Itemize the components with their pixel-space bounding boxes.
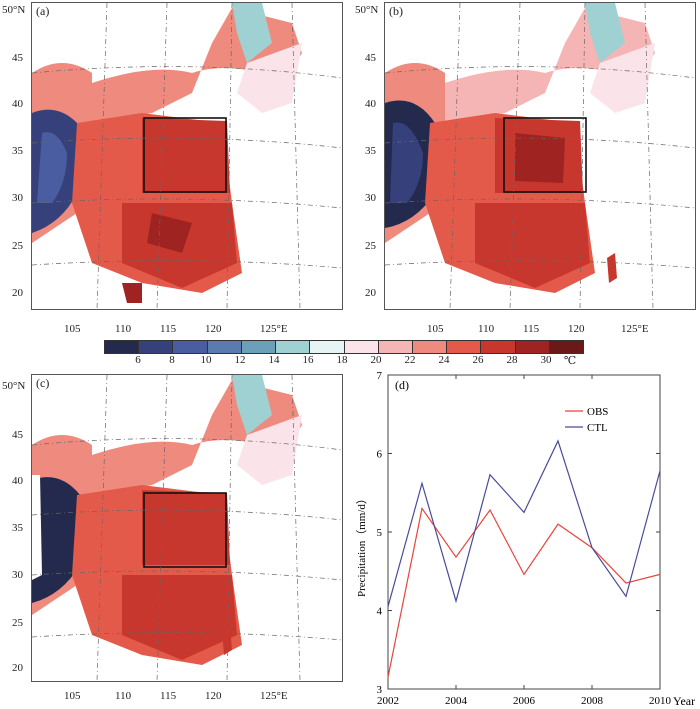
lat-tick-45: 45 xyxy=(12,429,23,441)
lat-tick-20: 20 xyxy=(12,287,23,299)
lon-tick-125: 125°E xyxy=(260,690,288,702)
y-tick-label: 6 xyxy=(377,449,383,461)
lon-tick-110: 110 xyxy=(115,690,132,702)
panel-label-c: (c) xyxy=(36,376,50,390)
lat-tick-50: 50°N xyxy=(355,4,379,16)
lon-tick-120: 120 xyxy=(205,690,222,702)
lat-tick-45: 45 xyxy=(12,52,23,64)
lat-tick-50: 50°N xyxy=(2,380,26,392)
temperature-map-b xyxy=(385,3,695,309)
lat-tick-25: 25 xyxy=(12,617,23,629)
colorbar-tick: 10 xyxy=(200,354,212,366)
lat-tick-35: 35 xyxy=(365,145,376,157)
lon-tick-115: 115 xyxy=(523,323,540,335)
lon-tick-125: 125°E xyxy=(260,323,288,335)
x-tick-label: 2008 xyxy=(581,695,604,707)
y-tick-label: 4 xyxy=(377,606,383,618)
chart-xlabel: Year xyxy=(673,694,695,708)
lon-tick-105: 105 xyxy=(427,323,444,335)
colorbar-swatch xyxy=(481,341,516,353)
colorbar-swatch xyxy=(139,341,174,353)
colorbar-tick: 26 xyxy=(472,354,484,366)
lon-tick-125: 125°E xyxy=(621,323,649,335)
map-frame-a xyxy=(31,2,343,310)
x-tick-label: 2004 xyxy=(445,695,468,707)
colorbar-tick: 20 xyxy=(370,354,382,366)
lat-tick-40: 40 xyxy=(12,475,23,487)
lat-tick-30: 30 xyxy=(365,192,376,204)
colorbar-tick: 16 xyxy=(302,354,314,366)
colorbar-swatch xyxy=(241,341,277,353)
colorbar-swatch xyxy=(207,341,242,353)
y-tick-label: 3 xyxy=(377,684,383,696)
lon-tick-110: 110 xyxy=(478,323,495,335)
map-panel-c: (c) 50°N 45 40 35 30 25 20 105 110 115 1… xyxy=(0,372,345,709)
lon-tick-105: 105 xyxy=(64,690,81,702)
lat-tick-35: 35 xyxy=(12,522,23,534)
lat-tick-40: 40 xyxy=(12,98,23,110)
colorbar-swatch xyxy=(310,341,345,353)
lon-tick-120: 120 xyxy=(568,323,585,335)
x-tick-label: 2006 xyxy=(513,695,536,707)
colorbar-swatch xyxy=(447,341,482,353)
chart-plot-area xyxy=(387,374,661,690)
colorbar-swatch xyxy=(515,341,550,353)
map-panel-a: (a) 50°N 45 40 35 30 25 20 105 110 115 1… xyxy=(0,0,345,340)
lon-tick-120: 120 xyxy=(205,323,222,335)
chart-panel-label: (d) xyxy=(395,378,409,392)
colorbar-tick: 14 xyxy=(268,354,280,366)
colorbar-swatch xyxy=(549,341,584,353)
y-tick-label: 5 xyxy=(377,527,383,539)
map-frame-b xyxy=(384,2,696,310)
legend-label-ctl: CTL xyxy=(587,422,608,434)
colorbar-tick: 30 xyxy=(540,354,552,366)
lat-tick-25: 25 xyxy=(365,240,376,252)
colorbar-swatch xyxy=(344,341,379,353)
temperature-map-c xyxy=(32,375,342,681)
colorbar-tick: 22 xyxy=(404,354,416,366)
x-tick-label: 2010 xyxy=(649,695,672,707)
lon-tick-105: 105 xyxy=(64,323,81,335)
lat-tick-50: 50°N xyxy=(2,4,26,16)
lat-tick-30: 30 xyxy=(12,192,23,204)
colorbar-tick: 18 xyxy=(336,354,348,366)
colorbar-tick: 24 xyxy=(438,354,450,366)
panel-label-a: (a) xyxy=(36,4,50,18)
colorbar-swatch xyxy=(378,341,413,353)
lat-tick-40: 40 xyxy=(365,98,376,110)
lat-tick-30: 30 xyxy=(12,569,23,581)
chart-ylabel: Precipitation（mm/d） xyxy=(355,493,368,597)
lat-tick-25: 25 xyxy=(12,240,23,252)
series-line-ctl xyxy=(387,439,661,607)
colorbar xyxy=(104,340,584,354)
colorbar-tick: 8 xyxy=(169,354,175,366)
colorbar-unit: ℃ xyxy=(563,355,577,367)
colorbar-tick: 28 xyxy=(506,354,518,366)
lon-tick-115: 115 xyxy=(160,690,177,702)
lat-tick-20: 20 xyxy=(365,287,376,299)
panel-label-b: (b) xyxy=(389,4,403,18)
colorbar-swatch xyxy=(105,341,140,353)
temperature-map-a xyxy=(32,3,342,309)
y-tick-label: 7 xyxy=(377,370,383,382)
colorbar-swatch xyxy=(173,341,208,353)
x-tick-label: 2002 xyxy=(377,695,399,707)
map-panel-b: (b) 50°N 45 40 35 30 25 20 105 110 115 1… xyxy=(353,0,698,340)
legend-label-obs: OBS xyxy=(587,406,608,418)
lon-tick-110: 110 xyxy=(115,323,132,335)
colorbar-ticks: 6 8 10 12 14 16 18 20 22 24 26 28 30 ℃ xyxy=(104,354,584,368)
lat-tick-45: 45 xyxy=(365,52,376,64)
colorbar-tick: 6 xyxy=(135,354,141,366)
lat-tick-35: 35 xyxy=(12,145,23,157)
chart-legend: OBS CTL xyxy=(565,406,608,434)
colorbar-tick: 12 xyxy=(234,354,246,366)
colorbar-swatch xyxy=(412,341,448,353)
precipitation-line-chart: 3 4 5 6 7 2002 2004 2006 2008 2010 (d) Year Preci… xyxy=(355,370,695,708)
lat-tick-20: 20 xyxy=(12,662,23,674)
colorbar-swatch xyxy=(276,341,311,353)
lon-tick-115: 115 xyxy=(160,323,177,335)
map-frame-c xyxy=(31,374,343,682)
